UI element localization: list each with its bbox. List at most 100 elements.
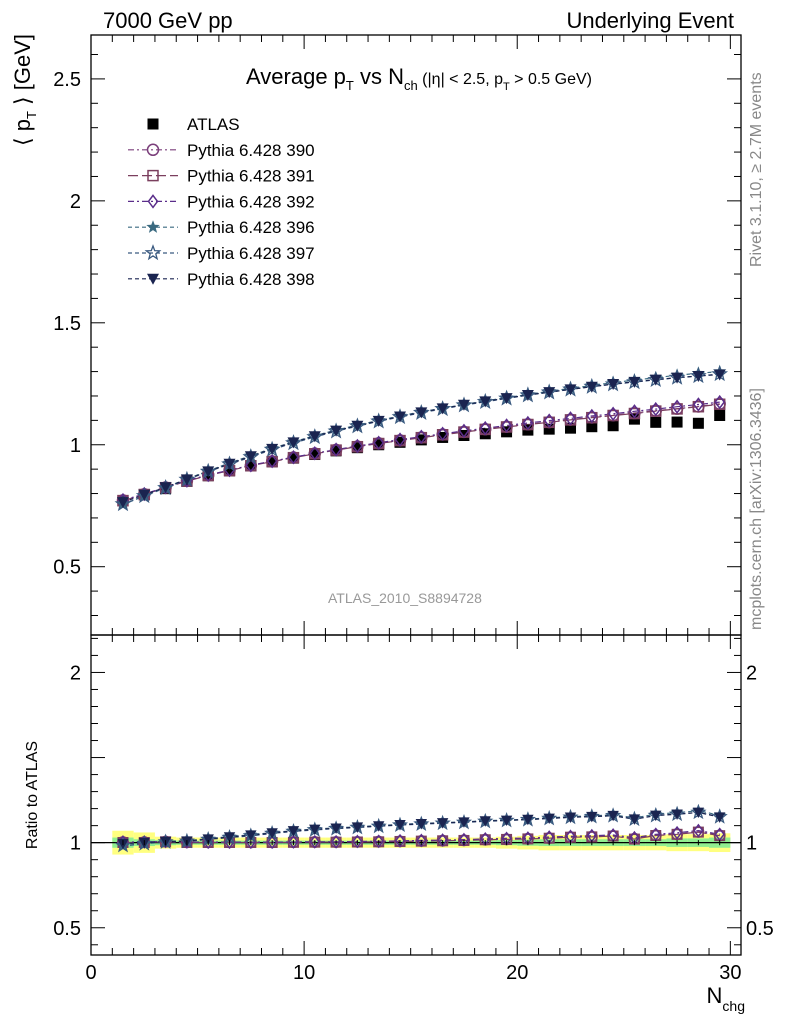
main-ytick-label: 1.5 <box>53 313 81 335</box>
data-point-3-17 <box>479 420 491 436</box>
data-point-3-26 <box>671 399 683 414</box>
ratio-ytick-label: 1 <box>70 833 81 855</box>
chart-title: Average pT vs Nch (|η| < 2.5, pT > 0.5 G… <box>246 64 592 93</box>
data-point-6-1 <box>138 489 151 501</box>
legend-label-3: Pythia 6.428 392 <box>187 192 315 211</box>
legend-marker-4 <box>146 220 160 233</box>
ratio-point-5-13 <box>394 820 406 831</box>
data-point-3-25 <box>650 401 662 417</box>
data-point-6-15 <box>436 403 449 415</box>
data-point-0-20 <box>543 423 555 435</box>
ratio-frame <box>90 634 742 956</box>
data-point-3-21 <box>565 411 576 426</box>
legend-label-1: Pythia 6.428 390 <box>187 141 315 160</box>
data-point-3-11 <box>351 438 363 454</box>
ratio-point-5-12 <box>373 821 385 832</box>
ratio-point-2-9 <box>309 834 320 849</box>
data-point-6-24 <box>628 376 641 388</box>
data-point-0-7 <box>266 456 278 468</box>
ratio-line-5 <box>122 811 720 845</box>
data-point-0-23 <box>607 420 619 432</box>
data-point-6-7 <box>266 443 279 455</box>
data-point-3-16 <box>458 423 470 439</box>
ratio-point-2-25 <box>650 827 661 842</box>
data-point-6-5 <box>223 458 236 470</box>
data-point-6-19 <box>521 390 534 401</box>
data-point-6-16 <box>457 399 470 411</box>
data-point-0-28 <box>714 409 726 421</box>
data-point-3-22 <box>586 408 598 424</box>
data-point-3-12 <box>373 435 385 451</box>
ratio-point-5-20 <box>543 813 555 825</box>
legend-marker-0 <box>147 118 159 130</box>
data-point-6-18 <box>500 393 513 405</box>
data-point-3-28 <box>714 394 726 410</box>
legend-label-6: Pythia 6.428 398 <box>187 270 315 289</box>
main-ytick-label: 2 <box>70 191 81 213</box>
ratio-point-5-26 <box>671 809 683 820</box>
data-point-6-13 <box>394 411 407 423</box>
data-point-6-22 <box>585 381 598 393</box>
x-axis-label: Nchg <box>707 983 745 1014</box>
watermark: ATLAS_2010_S8894728 <box>328 590 482 606</box>
header-left: 7000 GeV pp <box>103 8 233 33</box>
legend-label-2: Pythia 6.428 391 <box>187 167 315 186</box>
ratio-point-5-9 <box>309 824 321 836</box>
data-point-0-9 <box>309 449 321 461</box>
ratio-point-5-23 <box>607 810 619 822</box>
ratio-point-2-28 <box>714 827 725 842</box>
data-point-6-3 <box>180 474 193 486</box>
legend-marker-5 <box>144 244 162 261</box>
header-right: Underlying Event <box>566 8 734 33</box>
data-point-3-20 <box>543 413 555 428</box>
ratio-point-2-26 <box>671 825 683 840</box>
ratio-point-2-11 <box>352 834 363 849</box>
ratio-point-5-25 <box>650 810 662 822</box>
y-axis-label: ⟨ pT ⟩ [GeV] <box>10 34 39 146</box>
data-point-0-27 <box>692 417 704 429</box>
data-point-0-13 <box>394 436 406 448</box>
ratio-point-5-16 <box>458 817 470 828</box>
ratio-point-5-8 <box>287 826 300 837</box>
data-point-3-7 <box>266 453 278 469</box>
rivet-label: Rivet 3.1.10, ≥ 2.7M events <box>748 72 765 267</box>
data-point-3-9 <box>309 446 321 461</box>
data-point-3-6 <box>245 457 257 473</box>
data-point-6-27 <box>692 370 705 382</box>
main-ytick-label: 0.5 <box>53 557 81 579</box>
ratio-point-2-13 <box>394 833 406 848</box>
data-point-0-6 <box>245 460 257 472</box>
ratio-point-5-7 <box>266 828 278 839</box>
data-point-3-23 <box>607 406 619 422</box>
ratio-ytick-label-right: 1 <box>746 833 757 855</box>
data-point-6-9 <box>308 431 321 443</box>
data-point-6-4 <box>202 466 215 478</box>
ratio-point-5-22 <box>586 811 598 823</box>
ratio-point-5-4 <box>202 834 214 845</box>
data-point-0-25 <box>650 416 662 428</box>
ratio-xtick-label: 10 <box>293 962 315 984</box>
data-point-3-15 <box>437 426 449 442</box>
ratio-point-5-11 <box>351 822 364 833</box>
series-line-6 <box>122 373 720 503</box>
ratio-point-2-16 <box>458 832 470 847</box>
ratio-point-5-21 <box>564 812 577 823</box>
data-point-3-24 <box>629 404 640 419</box>
ratio-point-5-10 <box>330 823 342 834</box>
ratio-point-2-14 <box>416 833 427 848</box>
ratio-ytick-label-right: 0.5 <box>746 918 774 940</box>
data-point-6-23 <box>607 379 620 391</box>
data-point-6-21 <box>564 384 577 396</box>
data-point-6-25 <box>649 374 662 386</box>
data-point-0-14 <box>415 434 427 446</box>
data-point-0-15 <box>437 431 449 443</box>
mcplots-label: mcplots.cern.ch [arXiv:1306.3436] <box>748 388 765 630</box>
data-point-3-18 <box>501 418 513 433</box>
ratio-point-5-27 <box>692 807 705 819</box>
data-point-6-12 <box>372 415 385 427</box>
ratio-point-5-14 <box>415 819 428 830</box>
data-point-6-26 <box>671 372 684 384</box>
ratio-ytick-label: 0.5 <box>53 918 81 940</box>
